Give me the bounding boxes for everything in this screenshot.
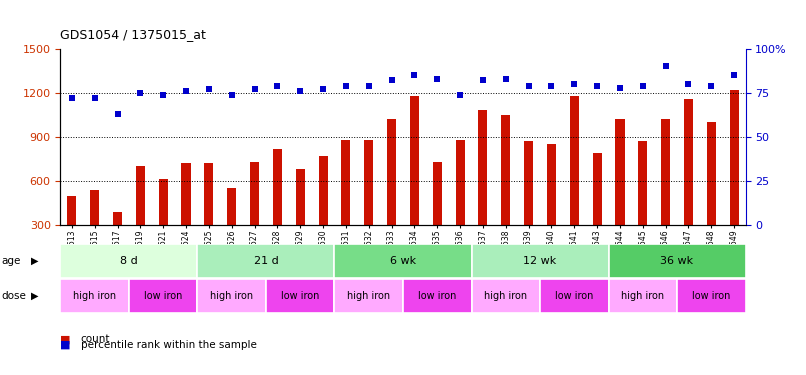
Text: low iron: low iron xyxy=(144,291,182,301)
Bar xyxy=(616,119,625,225)
Bar xyxy=(729,90,738,225)
Bar xyxy=(455,140,464,225)
Bar xyxy=(592,153,601,225)
Bar xyxy=(472,279,540,313)
Bar xyxy=(661,119,670,225)
Text: 36 wk: 36 wk xyxy=(660,256,694,266)
Point xyxy=(180,88,193,94)
Bar xyxy=(609,244,746,278)
Bar xyxy=(501,115,510,225)
Point xyxy=(248,86,261,92)
Point xyxy=(567,81,580,87)
Point xyxy=(88,95,101,101)
Text: ■: ■ xyxy=(60,340,71,350)
Point xyxy=(499,76,513,82)
Bar xyxy=(204,164,214,225)
Bar xyxy=(272,148,282,225)
Bar xyxy=(113,212,122,225)
Point xyxy=(682,81,695,87)
Point xyxy=(728,72,741,78)
Bar xyxy=(403,279,472,313)
Bar xyxy=(387,119,396,225)
Bar xyxy=(409,96,419,225)
Text: high iron: high iron xyxy=(484,291,527,301)
Bar xyxy=(197,244,334,278)
Bar xyxy=(296,169,305,225)
Point xyxy=(408,72,421,78)
Bar xyxy=(472,244,609,278)
Bar xyxy=(159,180,168,225)
Bar xyxy=(197,279,266,313)
Text: high iron: high iron xyxy=(347,291,390,301)
Bar xyxy=(433,162,442,225)
Text: GDS1054 / 1375015_at: GDS1054 / 1375015_at xyxy=(60,28,206,41)
Point xyxy=(202,86,215,92)
Text: dose: dose xyxy=(2,291,27,301)
Point xyxy=(591,83,604,89)
Bar xyxy=(250,162,259,225)
Bar xyxy=(609,279,677,313)
Text: 6 wk: 6 wk xyxy=(390,256,416,266)
Bar xyxy=(67,196,77,225)
Bar xyxy=(60,244,197,278)
Bar xyxy=(334,244,472,278)
Point xyxy=(225,92,239,98)
Point xyxy=(454,92,467,98)
Bar xyxy=(570,96,579,225)
Bar xyxy=(638,141,647,225)
Point xyxy=(65,95,78,101)
Text: low iron: low iron xyxy=(418,291,456,301)
Text: high iron: high iron xyxy=(73,291,116,301)
Bar xyxy=(707,122,716,225)
Point xyxy=(545,83,558,89)
Text: low iron: low iron xyxy=(281,291,319,301)
Point xyxy=(613,84,626,90)
Point xyxy=(476,78,489,84)
Point xyxy=(271,83,284,89)
Bar xyxy=(524,141,533,225)
Point xyxy=(111,111,124,117)
Bar xyxy=(181,164,190,225)
Point xyxy=(636,83,649,89)
Text: ▶: ▶ xyxy=(31,291,38,301)
Bar xyxy=(677,279,746,313)
Bar xyxy=(334,279,403,313)
Bar xyxy=(341,140,351,225)
Text: 12 wk: 12 wk xyxy=(523,256,557,266)
Text: high iron: high iron xyxy=(621,291,664,301)
Bar xyxy=(540,279,609,313)
Text: ■: ■ xyxy=(60,334,71,344)
Text: count: count xyxy=(81,334,110,344)
Text: 21 d: 21 d xyxy=(254,256,278,266)
Bar xyxy=(266,279,334,313)
Point xyxy=(659,63,672,69)
Bar xyxy=(478,111,488,225)
Bar xyxy=(90,190,99,225)
Point xyxy=(385,78,398,84)
Point xyxy=(339,83,352,89)
Bar xyxy=(129,279,197,313)
Bar xyxy=(683,99,693,225)
Bar xyxy=(318,156,327,225)
Text: low iron: low iron xyxy=(555,291,593,301)
Point xyxy=(156,92,169,98)
Bar xyxy=(364,140,373,225)
Bar xyxy=(546,144,556,225)
Point xyxy=(317,86,330,92)
Text: age: age xyxy=(2,256,21,266)
Point xyxy=(293,88,306,94)
Bar xyxy=(227,188,236,225)
Point xyxy=(522,83,535,89)
Text: low iron: low iron xyxy=(692,291,730,301)
Bar xyxy=(135,166,145,225)
Text: 8 d: 8 d xyxy=(120,256,138,266)
Point xyxy=(430,76,443,82)
Point xyxy=(704,83,717,89)
Point xyxy=(134,90,147,96)
Text: ▶: ▶ xyxy=(31,256,38,266)
Text: percentile rank within the sample: percentile rank within the sample xyxy=(81,340,256,350)
Point xyxy=(362,83,375,89)
Text: high iron: high iron xyxy=(210,291,253,301)
Bar xyxy=(60,279,129,313)
